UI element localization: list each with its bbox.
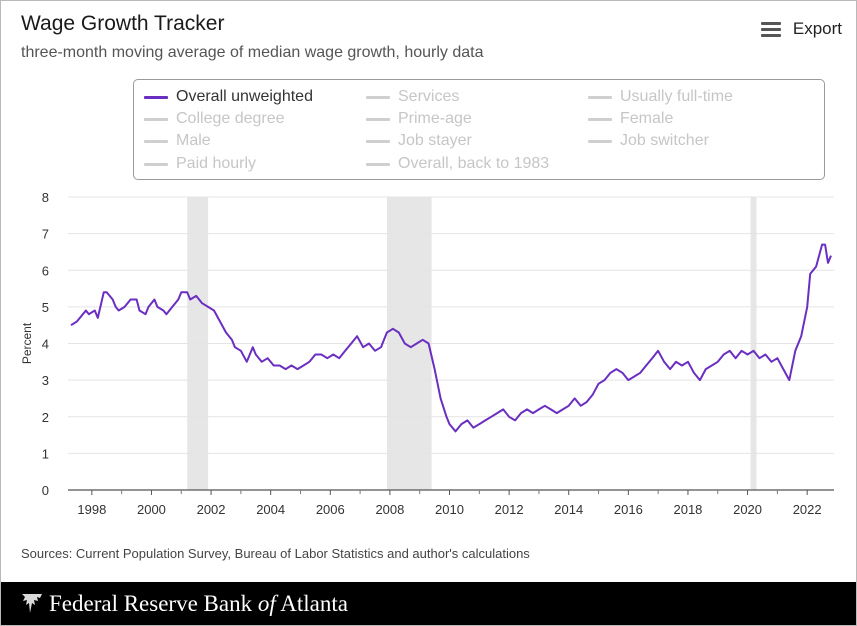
legend-item[interactable]: Prime-age <box>366 110 472 128</box>
legend-label: Overall, back to 1983 <box>398 155 550 172</box>
legend-swatch <box>366 139 390 143</box>
chart-title: Wage Growth Tracker <box>21 12 225 35</box>
legend-label: Overall unweighted <box>176 88 313 105</box>
legend-label: Job stayer <box>398 132 472 149</box>
legend-label: Services <box>398 88 460 105</box>
x-tick-label: 2012 <box>495 502 524 517</box>
chart-subtitle: three-month moving average of median wag… <box>21 44 484 61</box>
legend-label: College degree <box>176 110 285 127</box>
legend-label: Paid hourly <box>176 155 257 172</box>
legend-swatch <box>588 95 612 99</box>
y-tick-label: 5 <box>42 300 49 315</box>
legend-swatch <box>144 95 168 99</box>
source-note: Sources: Current Population Survey, Bure… <box>21 546 530 561</box>
legend-item[interactable]: Job switcher <box>588 132 709 150</box>
legend-item[interactable]: Overall, back to 1983 <box>366 155 549 173</box>
x-tick-label: 1998 <box>77 502 106 517</box>
export-label: Export <box>792 19 842 38</box>
x-tick-label: 2010 <box>435 502 464 517</box>
x-tick-label: 2020 <box>733 502 762 517</box>
series-line-overall-unweighted <box>70 243 832 433</box>
y-tick-label: 7 <box>42 227 49 242</box>
x-tick-label: 2014 <box>554 502 583 517</box>
legend-item[interactable]: Overall unweighted <box>144 88 313 106</box>
hamburger-menu-icon <box>760 21 781 37</box>
legend-label: Female <box>620 110 674 127</box>
x-tick-label: 2022 <box>793 502 822 517</box>
y-axis-label: Percent <box>20 322 34 364</box>
legend-item[interactable]: Male <box>144 132 211 150</box>
legend-item[interactable]: Services <box>366 88 459 106</box>
legend-label: Male <box>176 132 211 149</box>
x-tick-label: 2004 <box>256 502 285 517</box>
chart-legend: Overall unweighted Services Usually full-t… <box>133 79 825 180</box>
x-tick-label: 2008 <box>375 502 404 517</box>
y-tick-label: 8 <box>42 190 49 205</box>
legend-swatch <box>366 117 390 121</box>
legend-item[interactable]: College degree <box>144 110 285 128</box>
x-tick-label: 2016 <box>614 502 643 517</box>
legend-label: Job switcher <box>620 132 709 149</box>
legend-swatch <box>588 117 612 121</box>
legend-swatch <box>588 139 612 143</box>
y-tick-label: 6 <box>42 263 49 278</box>
legend-label: Prime-age <box>398 110 472 127</box>
y-tick-label: 4 <box>42 337 49 352</box>
x-tick-label: 2002 <box>197 502 226 517</box>
legend-swatch <box>366 95 390 99</box>
legend-swatch <box>144 139 168 143</box>
legend-swatch <box>144 117 168 121</box>
legend-item[interactable]: Paid hourly <box>144 155 256 173</box>
footer-bar: Federal Reserve Bank of Atlanta <box>1 582 856 625</box>
eagle-logo-icon <box>22 594 42 613</box>
x-tick-label: 2006 <box>316 502 345 517</box>
line-chart: 0 1 2 3 4 5 6 7 8 1998 2000 2002 2004 2006 2008 2010 201… <box>20 190 834 517</box>
legend-label: Usually full-time <box>620 88 733 105</box>
y-tick-label: 0 <box>42 483 49 498</box>
y-tick-label: 3 <box>42 373 49 388</box>
legend-item[interactable]: Female <box>588 110 673 128</box>
legend-item[interactable]: Job stayer <box>366 132 472 150</box>
y-tick-label: 2 <box>42 410 49 425</box>
x-tick-label: 2018 <box>673 502 702 517</box>
export-button[interactable]: Export <box>760 19 842 39</box>
y-tick-label: 1 <box>42 446 49 461</box>
x-tick-label: 2000 <box>137 502 166 517</box>
legend-item[interactable]: Usually full-time <box>588 88 733 106</box>
footer-bank-name: Federal Reserve Bank of Atlanta <box>49 591 348 616</box>
legend-swatch <box>366 162 390 166</box>
legend-swatch <box>144 162 168 166</box>
